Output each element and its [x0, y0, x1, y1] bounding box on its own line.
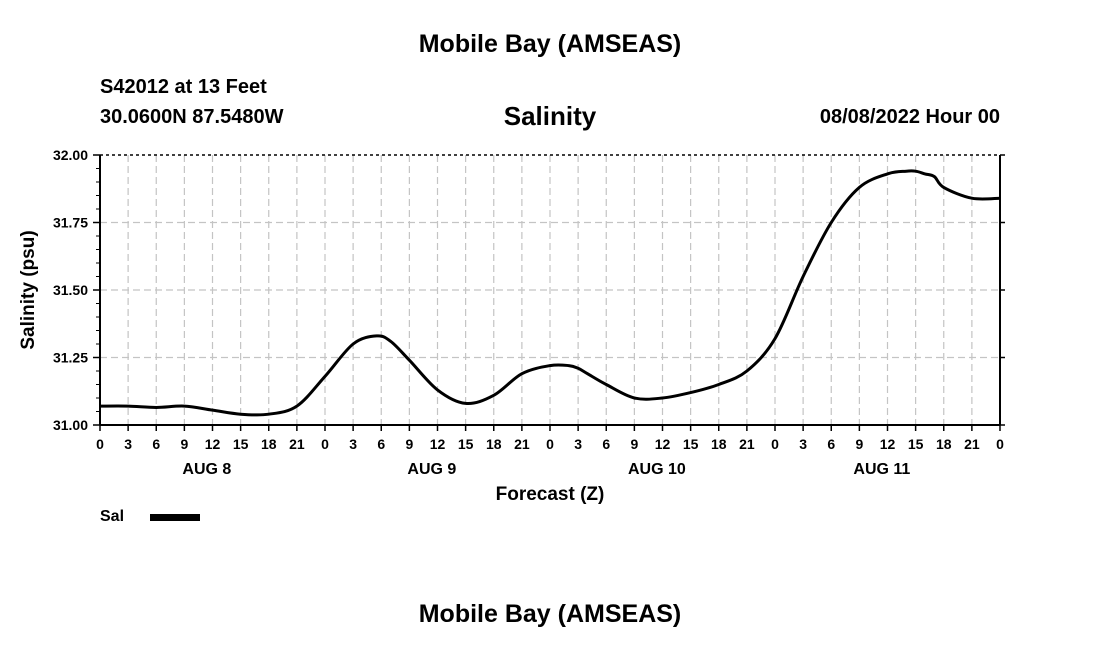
x-tick-label: 15 [683, 436, 699, 452]
x-tick-label: 12 [205, 436, 221, 452]
chart-title: Salinity [503, 101, 597, 131]
x-tick-label: 0 [546, 436, 554, 452]
x-tick-label: 6 [827, 436, 835, 452]
x-axis-label: Forecast (Z) [496, 484, 605, 505]
x-tick-label: 12 [655, 436, 671, 452]
x-tick-label: 21 [964, 436, 980, 452]
x-tick-label: 3 [574, 436, 582, 452]
page-title: Mobile Bay (AMSEAS) [418, 30, 682, 58]
x-tick-label: 0 [321, 436, 329, 452]
x-tick-label: 18 [261, 436, 277, 452]
legend: Sal [100, 508, 201, 526]
x-tick-label: 6 [152, 436, 160, 452]
x-tick-label: 21 [289, 436, 305, 452]
x-tick-label: 12 [880, 436, 896, 452]
x-tick-label: 21 [514, 436, 530, 452]
x-tick-label: 6 [377, 436, 385, 452]
x-tick-label: 18 [711, 436, 727, 452]
x-tick-label: 15 [908, 436, 924, 452]
x-tick-label: 9 [405, 436, 413, 452]
y-axis-label: Salinity (psu) [18, 230, 39, 349]
x-tick-label: 21 [739, 436, 755, 452]
day-label: AUG 10 [628, 461, 686, 478]
day-label: AUG 9 [407, 461, 456, 478]
x-tick-label: 15 [233, 436, 249, 452]
day-label: AUG 8 [182, 461, 231, 478]
x-tick-label: 0 [771, 436, 779, 452]
x-tick-label: 18 [486, 436, 502, 452]
station-coordinates: 30.0600N 87.5480W [100, 106, 284, 128]
day-label: AUG 11 [853, 461, 910, 478]
legend-swatch [150, 513, 201, 521]
y-tick-label: 31.75 [53, 215, 88, 231]
x-tick-label: 6 [602, 436, 610, 452]
forecast-issue-time: 08/08/2022 Hour 00 [819, 106, 1000, 128]
x-tick-label: 9 [855, 436, 863, 452]
x-tick-label: 9 [630, 436, 638, 452]
series-line-sal [99, 169, 1001, 417]
x-tick-label: 3 [799, 436, 807, 452]
y-tick-label: 31.50 [53, 282, 88, 298]
legend-label: Sal [100, 508, 125, 525]
x-tick-label: 12 [430, 436, 446, 452]
x-tick-label: 18 [936, 436, 952, 452]
y-tick-label: 31.25 [53, 350, 88, 366]
footer-title: Mobile Bay (AMSEAS) [418, 600, 682, 628]
y-tick-label: 32.00 [53, 147, 88, 163]
station-label: S42012 at 13 Feet [100, 76, 267, 98]
x-tick-label: 9 [180, 436, 188, 452]
y-tick-label: 31.00 [53, 417, 88, 433]
salinity-chart: 31.00 31.25 31.50 31.75 32.00 0 3 6 9 12 15 18 21 0 3 6… [18, 147, 1005, 505]
x-tick-label: 15 [458, 436, 474, 452]
x-tick-label: 3 [124, 436, 132, 452]
x-tick-label: 3 [349, 436, 357, 452]
x-tick-label: 0 [996, 436, 1004, 452]
x-tick-label: 0 [96, 436, 104, 452]
